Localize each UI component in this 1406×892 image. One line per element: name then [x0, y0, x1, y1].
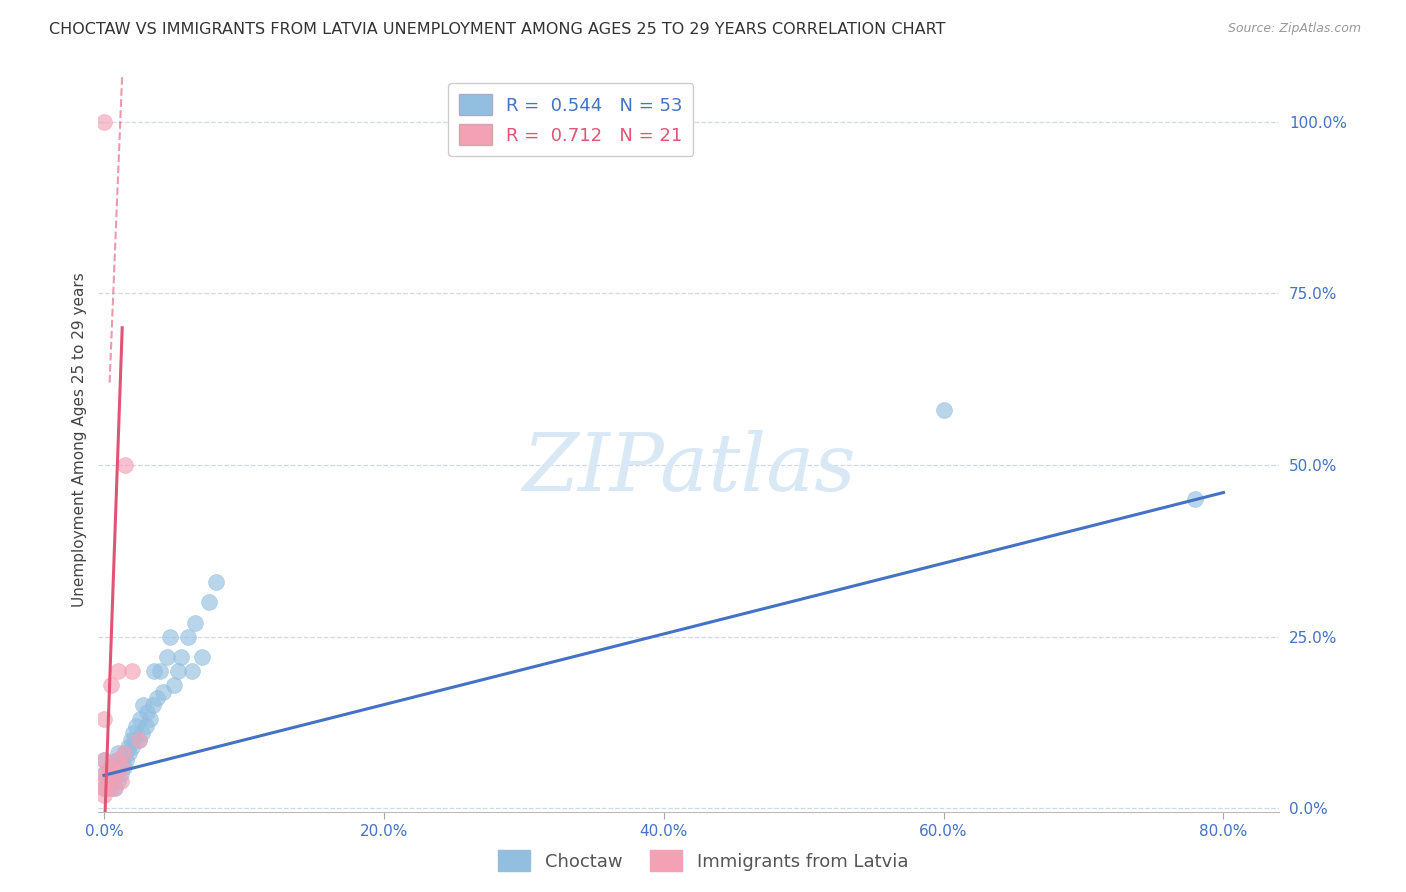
- Point: [191, 650, 214, 665]
- Point: [124, 732, 146, 747]
- Point: [96, 780, 118, 795]
- Text: CHOCTAW VS IMMIGRANTS FROM LATVIA UNEMPLOYMENT AMONG AGES 25 TO 29 YEARS CORRELA: CHOCTAW VS IMMIGRANTS FROM LATVIA UNEMPL…: [49, 22, 946, 37]
- Point: [93, 767, 115, 781]
- Point: [100, 780, 122, 795]
- Point: [93, 780, 115, 795]
- Point: [125, 719, 148, 733]
- Point: [114, 458, 136, 472]
- Point: [101, 773, 124, 788]
- Point: [118, 747, 141, 761]
- Point: [105, 753, 128, 767]
- Point: [152, 684, 174, 698]
- Point: [122, 725, 145, 739]
- Point: [111, 760, 134, 774]
- Point: [167, 664, 190, 678]
- Point: [110, 773, 132, 788]
- Point: [93, 780, 115, 795]
- Point: [93, 788, 115, 802]
- Point: [163, 678, 186, 692]
- Point: [105, 753, 128, 767]
- Point: [93, 115, 115, 129]
- Point: [107, 747, 129, 761]
- Point: [135, 719, 157, 733]
- Point: [129, 712, 152, 726]
- Point: [97, 767, 120, 781]
- Point: [104, 767, 127, 781]
- Point: [932, 403, 955, 417]
- Point: [93, 753, 115, 767]
- Point: [93, 773, 115, 788]
- Point: [1184, 492, 1206, 507]
- Point: [146, 691, 169, 706]
- Legend: R =  0.544   N = 53, R =  0.712   N = 21: R = 0.544 N = 53, R = 0.712 N = 21: [449, 83, 693, 156]
- Point: [139, 712, 162, 726]
- Point: [93, 767, 115, 781]
- Point: [98, 767, 121, 781]
- Point: [112, 760, 135, 774]
- Point: [97, 773, 120, 788]
- Point: [112, 747, 135, 761]
- Point: [159, 630, 181, 644]
- Point: [170, 650, 193, 665]
- Point: [110, 767, 132, 781]
- Legend: Choctaw, Immigrants from Latvia: Choctaw, Immigrants from Latvia: [491, 843, 915, 879]
- Point: [100, 760, 122, 774]
- Point: [198, 595, 221, 609]
- Point: [131, 725, 153, 739]
- Point: [115, 753, 138, 767]
- Point: [181, 664, 204, 678]
- Point: [120, 732, 142, 747]
- Point: [93, 753, 115, 767]
- Text: Source: ZipAtlas.com: Source: ZipAtlas.com: [1227, 22, 1361, 36]
- Point: [103, 767, 125, 781]
- Point: [184, 615, 207, 630]
- Y-axis label: Unemployment Among Ages 25 to 29 years: Unemployment Among Ages 25 to 29 years: [72, 272, 87, 607]
- Point: [149, 664, 172, 678]
- Point: [128, 732, 150, 747]
- Point: [117, 739, 139, 754]
- Point: [100, 678, 122, 692]
- Point: [177, 630, 200, 644]
- Point: [143, 664, 166, 678]
- Text: ZIPatlas: ZIPatlas: [522, 430, 856, 508]
- Point: [142, 698, 165, 713]
- Point: [107, 664, 129, 678]
- Point: [96, 780, 118, 795]
- Point: [107, 773, 129, 788]
- Point: [98, 760, 121, 774]
- Point: [104, 780, 127, 795]
- Point: [104, 760, 127, 774]
- Point: [132, 698, 155, 713]
- Point: [205, 574, 228, 589]
- Point: [156, 650, 179, 665]
- Point: [93, 712, 115, 726]
- Point: [121, 739, 143, 754]
- Point: [128, 732, 150, 747]
- Point: [114, 747, 136, 761]
- Point: [136, 705, 159, 719]
- Point: [111, 753, 134, 767]
- Point: [121, 664, 143, 678]
- Point: [103, 780, 125, 795]
- Point: [108, 760, 131, 774]
